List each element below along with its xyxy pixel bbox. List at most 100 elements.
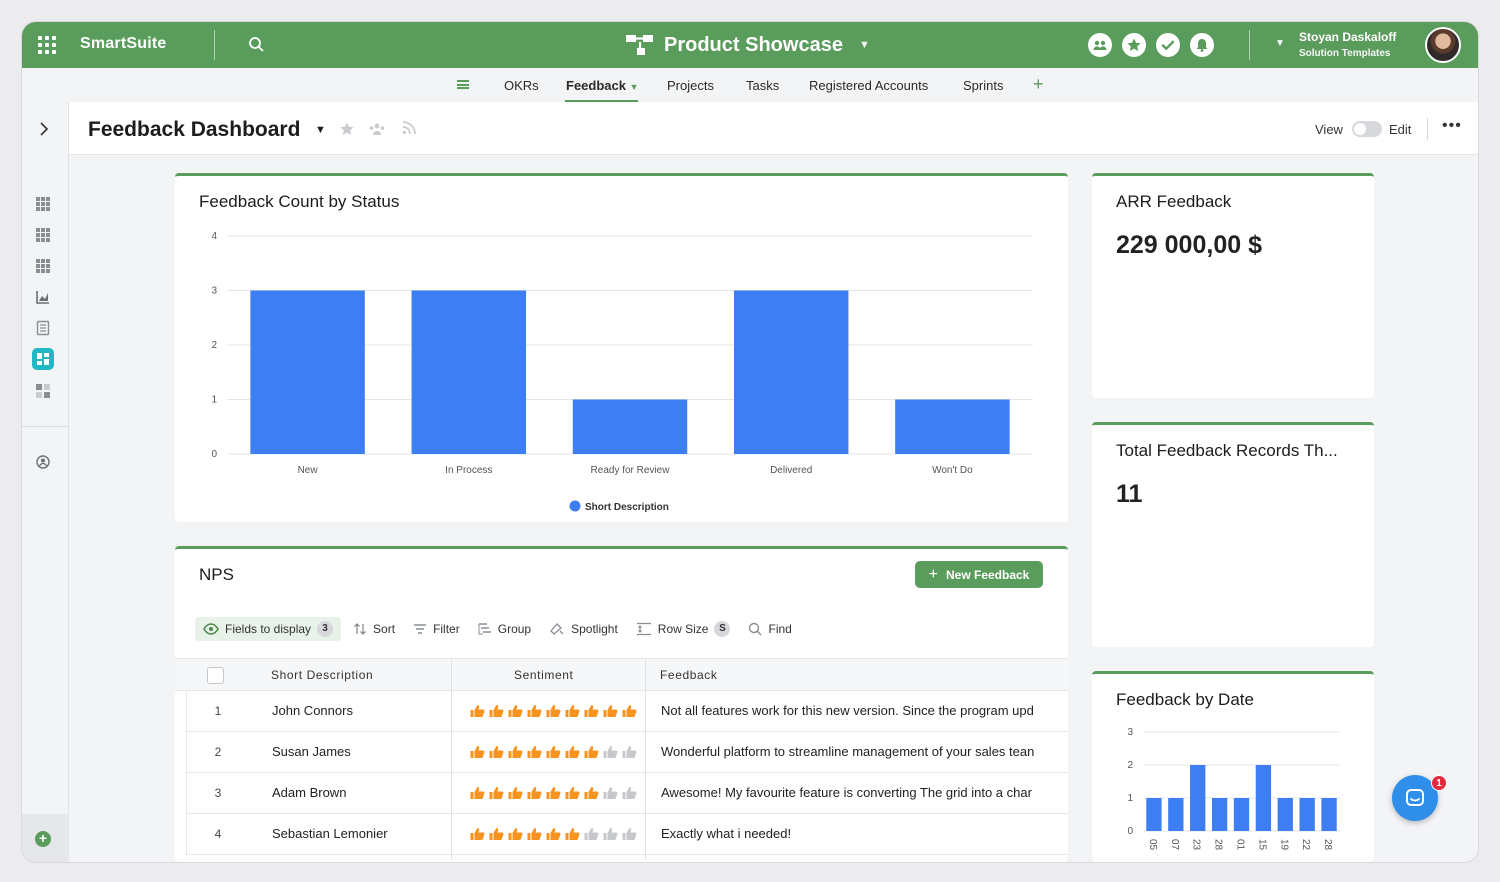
thumbs-up-icon[interactable]: [621, 826, 638, 841]
thumbs-up-icon[interactable]: [564, 703, 581, 718]
workspace-switcher[interactable]: Product Showcase ▼: [626, 32, 870, 58]
thumbs-up-icon[interactable]: [469, 744, 486, 759]
sentiment-rating[interactable]: [469, 785, 638, 800]
short-description-cell[interactable]: Susan James: [272, 744, 351, 759]
chart-view-icon[interactable]: [35, 289, 51, 305]
short-description-cell[interactable]: Adam Brown: [272, 785, 347, 800]
thumbs-up-icon[interactable]: [507, 744, 524, 759]
user-settings-icon[interactable]: [35, 454, 51, 470]
star-icon[interactable]: [339, 121, 355, 137]
table-row[interactable]: 4 Sebastian Lemonier Exactly what i need…: [186, 814, 1068, 855]
tab-registered-accounts[interactable]: Registered Accounts: [809, 78, 929, 93]
thumbs-up-icon[interactable]: [583, 703, 600, 718]
thumbs-up-icon[interactable]: [488, 785, 505, 800]
grid-view-icon[interactable]: [35, 196, 51, 212]
thumbs-up-icon[interactable]: [602, 703, 619, 718]
add-view-button[interactable]: +: [22, 814, 69, 862]
column-header-short-description[interactable]: Short Description: [271, 668, 374, 682]
tab-sprints[interactable]: Sprints: [963, 78, 1004, 93]
feedback-cell[interactable]: Not all features work for this new versi…: [661, 703, 1034, 718]
short-description-cell[interactable]: John Connors: [272, 703, 353, 718]
thumbs-up-icon[interactable]: [621, 785, 638, 800]
avatar[interactable]: [1425, 27, 1461, 63]
sentiment-rating[interactable]: [469, 744, 638, 759]
tab-feedback[interactable]: Feedback ▼: [566, 78, 639, 93]
select-all-checkbox[interactable]: [207, 667, 224, 684]
filter-button[interactable]: Filter: [413, 617, 460, 641]
dashboard-view-icon[interactable]: [32, 348, 54, 370]
thumbs-up-icon[interactable]: [583, 826, 600, 841]
chevron-down-icon[interactable]: ▼: [1275, 38, 1285, 49]
thumbs-up-icon[interactable]: [526, 703, 543, 718]
tab-tasks[interactable]: Tasks: [746, 78, 780, 93]
search-icon[interactable]: [248, 36, 264, 52]
thumbs-up-icon[interactable]: [602, 785, 619, 800]
thumbs-up-icon[interactable]: [602, 826, 619, 841]
document-view-icon[interactable]: [35, 320, 51, 336]
user-name[interactable]: Stoyan Daskaloff: [1299, 30, 1397, 44]
check-icon[interactable]: [1156, 33, 1180, 57]
column-header-sentiment[interactable]: Sentiment: [514, 668, 574, 682]
chat-support-button[interactable]: [1392, 775, 1438, 821]
thumbs-up-icon[interactable]: [488, 826, 505, 841]
chevron-down-icon[interactable]: ▼: [315, 124, 326, 136]
more-options-icon[interactable]: •••: [1442, 117, 1462, 134]
chevron-right-icon[interactable]: [39, 122, 49, 136]
page-title[interactable]: Feedback Dashboard: [88, 118, 301, 141]
thumbs-up-icon[interactable]: [488, 703, 505, 718]
table-row[interactable]: 1 John Connors Not all features work for…: [186, 691, 1068, 732]
feedback-cell[interactable]: Exactly what i needed!: [661, 826, 792, 841]
thumbs-up-icon[interactable]: [583, 785, 600, 800]
table-row[interactable]: 3 Adam Brown Awesome! My favourite featu…: [186, 773, 1068, 814]
column-header-feedback[interactable]: Feedback: [660, 668, 718, 682]
thumbs-up-icon[interactable]: [507, 703, 524, 718]
thumbs-up-icon[interactable]: [545, 826, 562, 841]
thumbs-up-icon[interactable]: [469, 785, 486, 800]
add-tab-button[interactable]: +: [1033, 74, 1044, 94]
feedback-cell[interactable]: Awesome! My favourite feature is convert…: [661, 785, 1032, 800]
short-description-cell[interactable]: Sebastian Lemonier: [272, 826, 388, 841]
favorites-icon[interactable]: [1122, 33, 1146, 57]
members-icon[interactable]: [368, 121, 386, 137]
thumbs-up-icon[interactable]: [564, 744, 581, 759]
group-button[interactable]: Group: [478, 617, 531, 641]
thumbs-up-icon[interactable]: [564, 826, 581, 841]
thumbs-up-icon[interactable]: [526, 744, 543, 759]
thumbs-up-icon[interactable]: [545, 785, 562, 800]
thumbs-up-icon[interactable]: [545, 703, 562, 718]
members-icon[interactable]: [1088, 33, 1112, 57]
thumbs-up-icon[interactable]: [602, 744, 619, 759]
thumbs-up-icon[interactable]: [583, 744, 600, 759]
table-row[interactable]: 2 Susan James Wonderful platform to stre…: [186, 732, 1068, 773]
brand-logo[interactable]: SmartSuite: [80, 35, 167, 52]
find-button[interactable]: Find: [748, 617, 792, 641]
feedback-cell[interactable]: Wonderful platform to streamline managem…: [661, 744, 1035, 759]
thumbs-up-icon[interactable]: [564, 785, 581, 800]
thumbs-up-icon[interactable]: [526, 826, 543, 841]
thumbs-up-icon[interactable]: [469, 826, 486, 841]
row-size-button[interactable]: Row Size S: [636, 617, 731, 641]
grid-view-icon[interactable]: [35, 227, 51, 243]
spotlight-button[interactable]: Spotlight: [549, 617, 618, 641]
sentiment-rating[interactable]: [469, 826, 638, 841]
grid-view-icon[interactable]: [35, 258, 51, 274]
tab-projects[interactable]: Projects: [667, 78, 714, 93]
thumbs-up-icon[interactable]: [545, 744, 562, 759]
thumbs-up-icon[interactable]: [526, 785, 543, 800]
app-launcher-icon[interactable]: [38, 36, 56, 54]
sentiment-rating[interactable]: [469, 703, 638, 718]
fields-to-display-button[interactable]: Fields to display 3: [195, 617, 342, 641]
tab-okrs[interactable]: OKRs: [504, 78, 539, 93]
thumbs-up-icon[interactable]: [507, 826, 524, 841]
rss-icon[interactable]: [402, 121, 416, 135]
notifications-icon[interactable]: [1190, 33, 1214, 57]
edit-mode-toggle[interactable]: [1352, 121, 1382, 137]
hamburger-menu-icon[interactable]: [457, 80, 469, 89]
card-view-icon[interactable]: [35, 383, 51, 399]
thumbs-up-icon[interactable]: [621, 744, 638, 759]
thumbs-up-icon[interactable]: [469, 703, 486, 718]
sort-button[interactable]: Sort: [353, 617, 395, 641]
new-feedback-button[interactable]: + New Feedback: [915, 561, 1043, 588]
thumbs-up-icon[interactable]: [621, 703, 638, 718]
thumbs-up-icon[interactable]: [488, 744, 505, 759]
